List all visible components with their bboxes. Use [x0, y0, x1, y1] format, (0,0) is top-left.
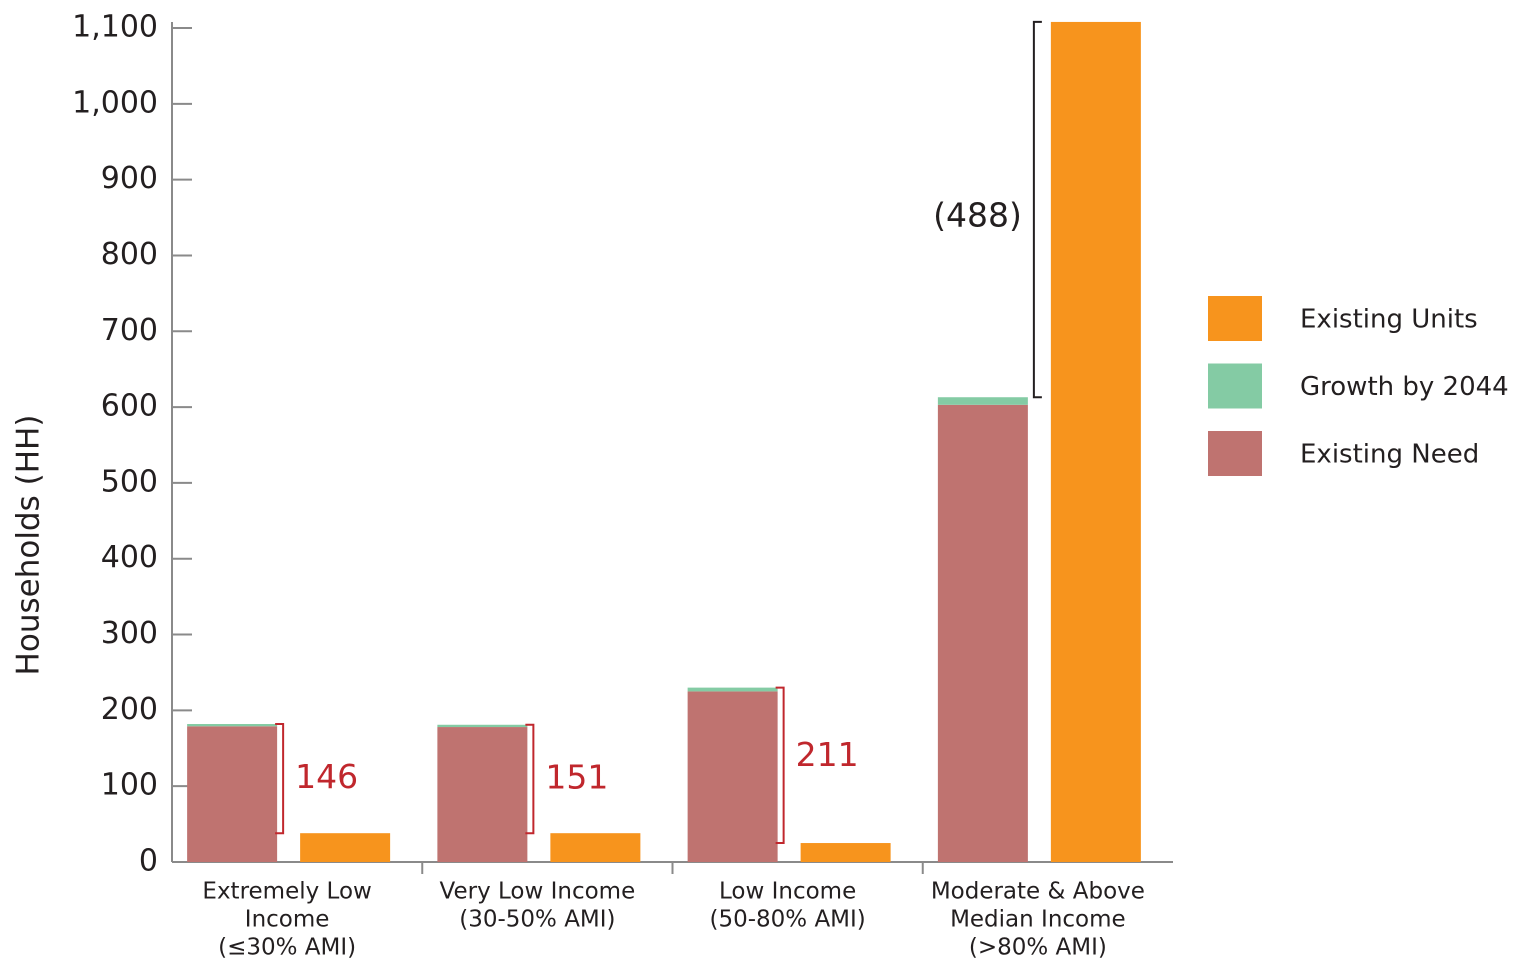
bar — [437, 727, 528, 862]
x-tick-label: (30-50% AMI) — [459, 907, 615, 933]
legend-label: Existing Units — [1300, 305, 1478, 335]
legend-swatch — [1208, 431, 1262, 476]
y-tick-label: 400 — [101, 540, 158, 575]
bar — [187, 724, 278, 727]
x-tick-label: Low Income — [719, 879, 856, 905]
y-tick-label: 0 — [139, 844, 158, 879]
x-tick-label: (≤30% AMI) — [218, 935, 356, 961]
y-tick-label: 800 — [101, 237, 158, 272]
x-tick-label: Income — [245, 907, 330, 933]
y-tick-label: 200 — [101, 692, 158, 727]
legend-label: Existing Need — [1300, 440, 1479, 470]
bracket — [775, 686, 785, 845]
x-tick-label: (>80% AMI) — [969, 935, 1107, 961]
y-tick-label: 100 — [101, 768, 158, 803]
y-tick-label: 700 — [101, 313, 158, 348]
y-tick-label: 600 — [101, 389, 158, 424]
bracket — [525, 723, 535, 835]
bar — [1050, 21, 1141, 862]
x-tick-label: Extremely Low — [202, 879, 371, 905]
bar — [437, 724, 528, 728]
y-tick-label: 900 — [101, 161, 158, 196]
bar — [687, 691, 778, 862]
bar — [300, 833, 391, 862]
x-tick-label: Median Income — [950, 907, 1126, 933]
annotation: 211 — [796, 735, 859, 774]
y-tick-label: 1,100 — [72, 10, 158, 45]
legend-swatch — [1208, 363, 1262, 409]
bar — [187, 726, 278, 862]
bracket — [275, 723, 285, 835]
bar — [937, 404, 1028, 862]
bar — [687, 687, 778, 692]
x-tick-label: (50-80% AMI) — [709, 907, 865, 933]
y-axis-label: Households (HH) — [11, 415, 47, 676]
annotation: (488) — [933, 196, 1022, 235]
y-tick-label: 1,000 — [72, 85, 158, 120]
annotation: 151 — [545, 757, 608, 796]
bracket — [1032, 20, 1042, 399]
legend-swatch — [1208, 296, 1262, 341]
bar — [937, 397, 1028, 405]
bar — [800, 843, 891, 862]
bar — [550, 833, 641, 862]
y-tick-label: 500 — [101, 464, 158, 499]
x-tick-label: Moderate & Above — [931, 879, 1145, 905]
legend-label: Growth by 2044 — [1300, 372, 1509, 402]
x-tick-label: Very Low Income — [440, 879, 636, 905]
annotation: 146 — [295, 757, 358, 796]
y-tick-label: 300 — [101, 616, 158, 651]
